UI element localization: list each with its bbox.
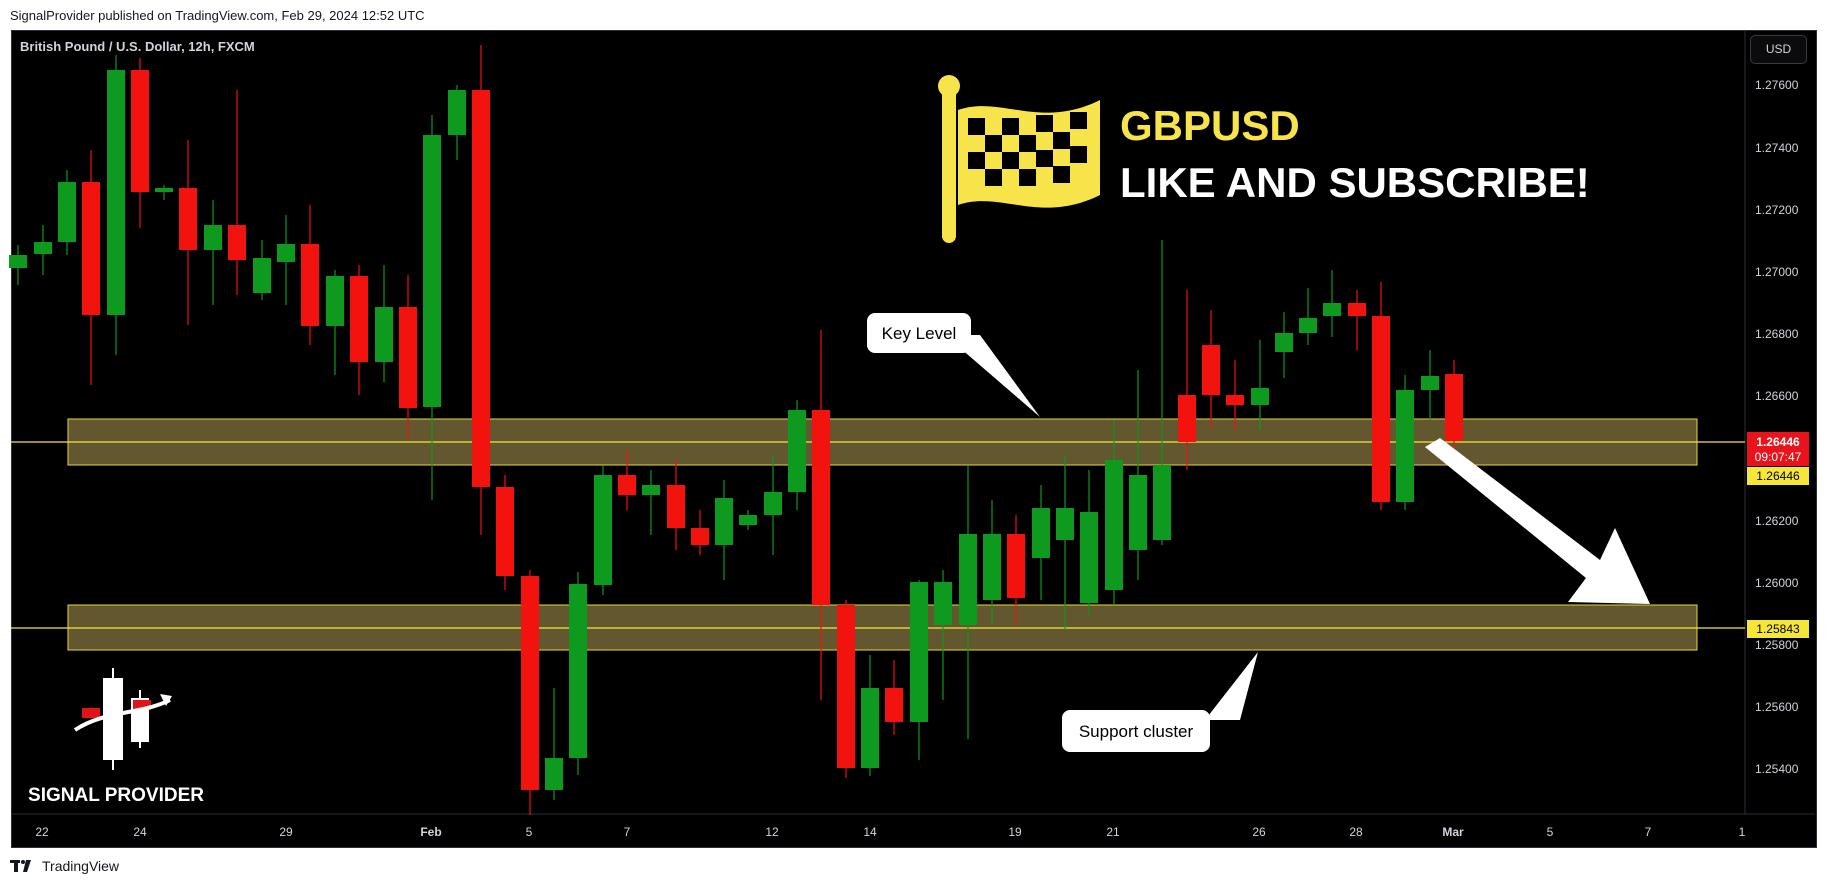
chart-pane[interactable] (11, 30, 1817, 848)
publish-header: SignalProvider published on TradingView.… (0, 0, 1826, 30)
tradingview-icon (10, 860, 31, 872)
tradingview-logo[interactable]: TradingView (10, 858, 119, 874)
footer (0, 850, 1826, 886)
tradingview-label: TradingView (42, 858, 120, 874)
currency-button[interactable]: USD (1750, 35, 1807, 64)
symbol-title[interactable]: British Pound / U.S. Dollar, 12h, FXCM (20, 39, 255, 54)
publish-info: SignalProvider published on TradingView.… (10, 8, 425, 23)
